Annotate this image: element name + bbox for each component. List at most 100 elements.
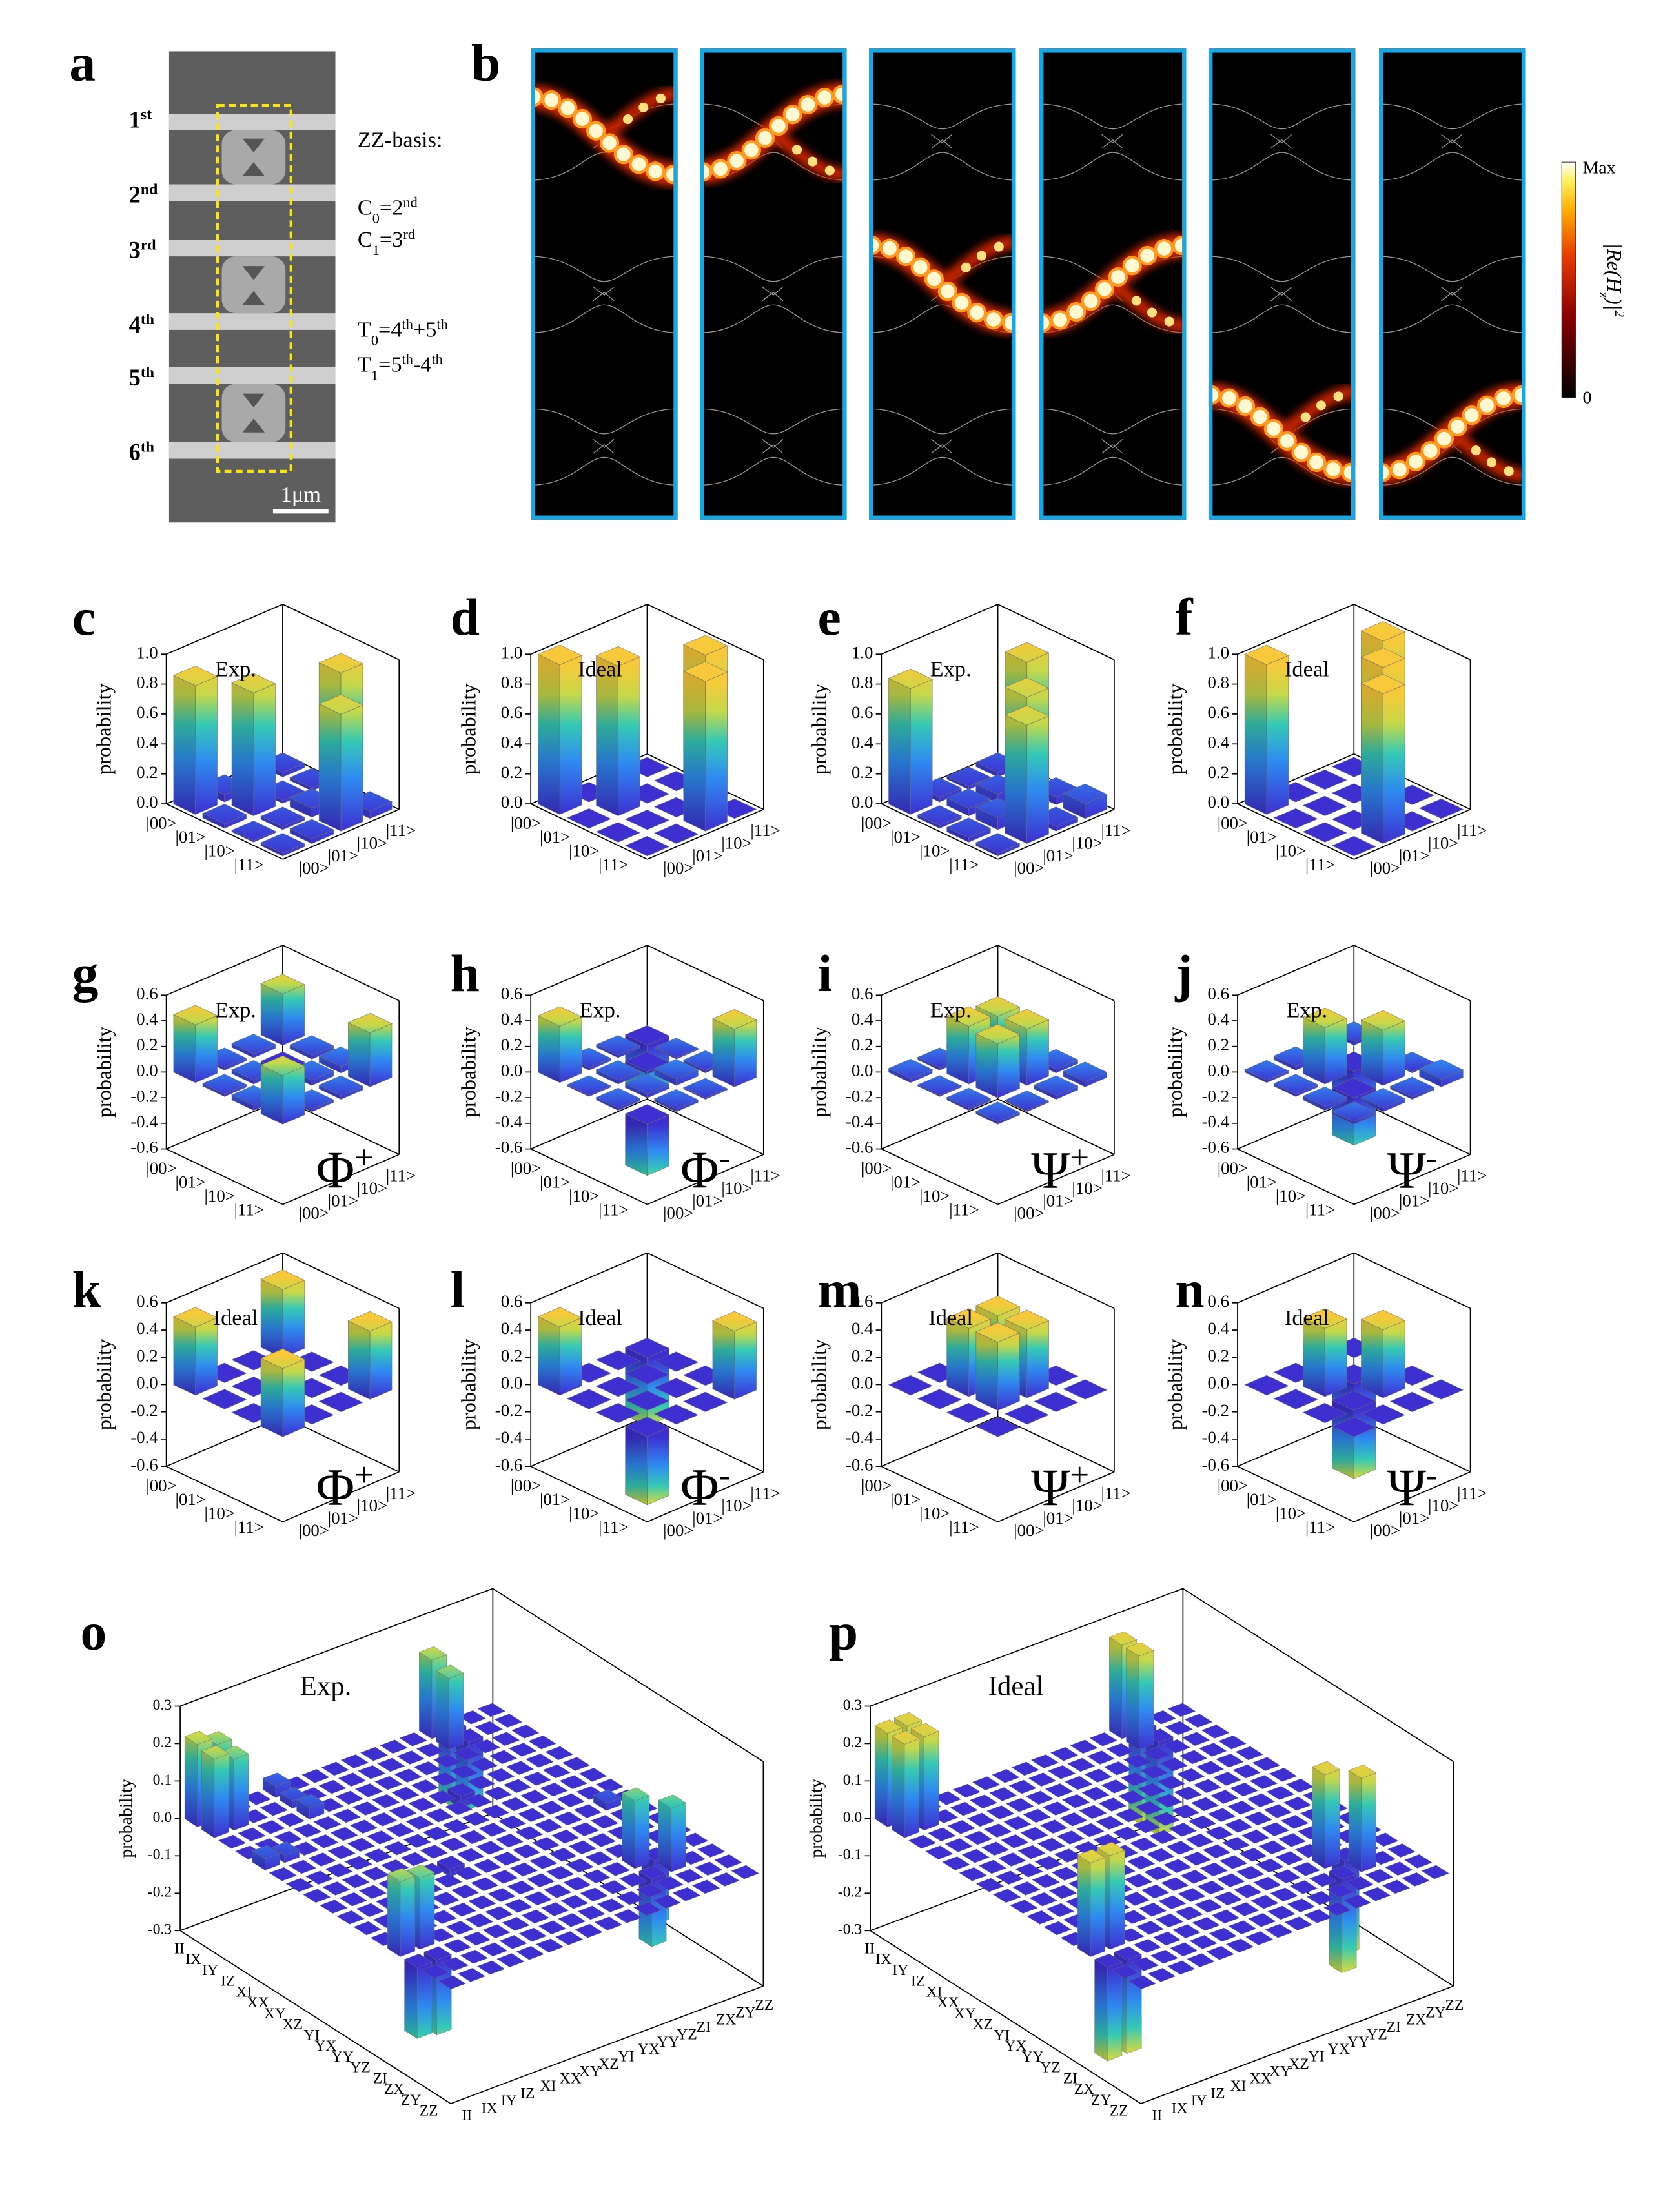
bar-top xyxy=(917,1075,963,1096)
bar-shade xyxy=(290,777,312,791)
box-edge xyxy=(881,803,998,860)
bar xyxy=(595,646,641,817)
column-label: |10> xyxy=(1072,1178,1102,1198)
superscript: 2 xyxy=(1612,311,1627,317)
box-edge xyxy=(1237,604,1354,655)
bar-shade xyxy=(261,983,283,1045)
text-part: -4 xyxy=(413,352,432,376)
bar-top xyxy=(1062,783,1108,804)
bar-top xyxy=(1302,795,1348,817)
text-part: T xyxy=(358,352,371,376)
bar xyxy=(888,1058,934,1083)
bar xyxy=(172,1005,218,1083)
colorbar-label: |Re(Hz)|2 xyxy=(1597,243,1627,317)
subscript: z xyxy=(1597,292,1612,298)
bar xyxy=(682,661,728,832)
bar-top xyxy=(682,635,728,656)
z-tick-label: 0.0 xyxy=(1208,792,1230,812)
z-axis-label: probability xyxy=(92,683,116,774)
bar-shade xyxy=(290,1045,312,1060)
bar-shade xyxy=(1005,715,1027,844)
z-tick-label: 0.0 xyxy=(501,792,523,812)
bar-top xyxy=(711,1009,757,1030)
bar-top xyxy=(595,646,641,667)
box-edge xyxy=(881,945,998,996)
z-tick-label: 0.6 xyxy=(501,983,523,1003)
bar-top xyxy=(172,665,218,686)
column-label: |11> xyxy=(1101,821,1131,840)
state-label: Φ+ xyxy=(316,1140,374,1200)
bar-top xyxy=(624,1074,670,1094)
bar-face xyxy=(705,671,728,832)
bar-shade xyxy=(1034,1085,1056,1100)
bar-top xyxy=(1360,673,1406,695)
bar xyxy=(624,809,670,830)
bar-face xyxy=(195,675,218,815)
bar-top xyxy=(888,1058,934,1080)
bar-top xyxy=(946,788,992,809)
superscript: th xyxy=(431,351,442,367)
z-tick-label: -0.2 xyxy=(846,1086,873,1105)
box-edge xyxy=(997,808,1115,860)
bar-shade xyxy=(261,816,283,830)
column-label: |11> xyxy=(1101,1166,1131,1185)
bar-top xyxy=(595,1060,641,1081)
z-tick-label: 0.8 xyxy=(136,673,158,692)
column-label: |00> xyxy=(299,858,329,877)
bar-shade xyxy=(173,675,196,815)
column-label: |00> xyxy=(663,1203,693,1223)
box-edge xyxy=(282,1154,400,1205)
basis-line: T0=4th+5th xyxy=(358,316,448,348)
z-tick-label: 0.2 xyxy=(1208,763,1230,782)
z-tick-label: 0.4 xyxy=(501,732,523,752)
superscript: th xyxy=(402,316,413,332)
box-edge xyxy=(647,1098,764,1155)
column-label: |01> xyxy=(1043,846,1073,865)
bar-shade xyxy=(975,843,998,856)
text-part: 5 xyxy=(129,364,141,391)
z-tick-label: 0.2 xyxy=(852,1035,873,1054)
box-edge xyxy=(282,808,400,860)
panel-label: d xyxy=(451,588,480,646)
bar-face xyxy=(1026,715,1049,845)
box-edge xyxy=(282,945,400,1001)
bar-shade xyxy=(975,807,998,830)
scale-bar-label: 1μm xyxy=(281,482,321,507)
bar xyxy=(1033,1075,1079,1100)
row-label: |11> xyxy=(598,1200,628,1219)
text-part: =5 xyxy=(378,352,402,376)
row-label: |10> xyxy=(205,1186,235,1205)
z-axis-label: probability xyxy=(456,683,480,774)
superscript: th xyxy=(141,311,154,328)
z-tick-label: 0.4 xyxy=(852,732,873,752)
bar-face xyxy=(559,1016,582,1083)
bar-shade xyxy=(625,1083,648,1098)
box-edge xyxy=(881,1148,998,1205)
row-label: |10> xyxy=(919,841,950,860)
box-edge xyxy=(881,1098,998,1150)
bar-top xyxy=(653,1089,699,1110)
row-label: |10> xyxy=(569,1186,599,1205)
z-tick-label: 0.6 xyxy=(501,702,523,722)
column-label: |10> xyxy=(357,1178,387,1198)
bar-shade xyxy=(319,704,342,832)
bar-shade xyxy=(1245,654,1267,815)
bar-top xyxy=(975,996,1021,1017)
field-maps xyxy=(531,48,1576,520)
bar-shade xyxy=(654,1069,677,1086)
row-label: |11> xyxy=(949,1200,979,1219)
bar-shade xyxy=(596,1069,618,1084)
panel-label: c xyxy=(72,588,96,646)
bar-face xyxy=(910,679,933,815)
bar-top xyxy=(624,809,670,830)
box-edge xyxy=(530,945,648,996)
bar xyxy=(1004,705,1050,845)
box-edge xyxy=(1353,604,1471,661)
z-tick-label: 1.0 xyxy=(501,642,523,662)
basis-line: C1=3rd xyxy=(358,226,415,258)
row-label: |01> xyxy=(540,1172,570,1191)
z-tick-label: 0.0 xyxy=(501,1061,523,1080)
text-part: 1 xyxy=(129,106,141,132)
superscript: nd xyxy=(403,194,417,210)
bar xyxy=(1302,769,1348,790)
